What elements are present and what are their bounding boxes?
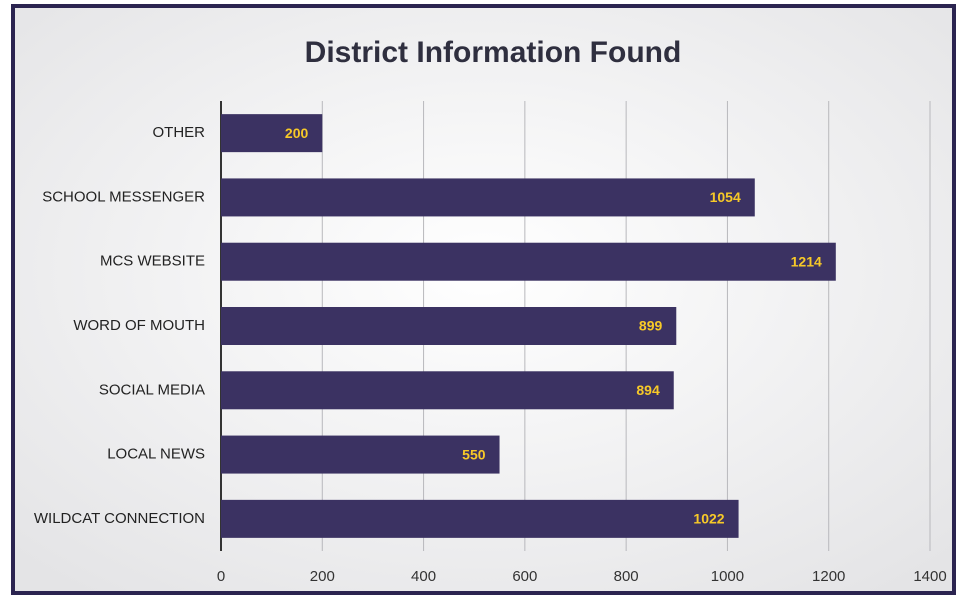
y-tick-label: SCHOOL MESSENGER — [42, 188, 205, 205]
y-tick-label: WILDCAT CONNECTION — [34, 510, 205, 527]
x-tick-label: 1200 — [812, 568, 845, 585]
bar — [221, 435, 500, 474]
x-tick-label: 200 — [310, 568, 335, 585]
data-label: 1054 — [710, 189, 741, 205]
y-tick-label: WORD OF MOUTH — [73, 317, 205, 334]
x-tick-label: 0 — [217, 568, 225, 585]
bar — [221, 178, 755, 217]
x-tick-label: 800 — [614, 568, 639, 585]
bar — [221, 499, 739, 538]
y-tick-label: OTHER — [153, 124, 206, 141]
x-tick-label: 400 — [411, 568, 436, 585]
y-tick-label: LOCAL NEWS — [107, 446, 205, 463]
bar — [221, 371, 674, 410]
data-label: 1022 — [693, 511, 724, 527]
data-label: 899 — [639, 318, 663, 334]
data-label: 894 — [636, 382, 660, 398]
x-tick-label: 600 — [512, 568, 537, 585]
x-tick-label: 1000 — [711, 568, 744, 585]
y-tick-label: SOCIAL MEDIA — [99, 381, 205, 398]
data-label: 550 — [462, 446, 486, 462]
x-tick-label: 1400 — [913, 568, 946, 585]
bar — [221, 114, 323, 153]
y-tick-label: MCS WEBSITE — [100, 253, 205, 270]
bar — [221, 242, 836, 281]
chart-title: District Information Found — [305, 36, 682, 69]
bar — [221, 307, 677, 345]
data-label: 200 — [285, 125, 309, 141]
frame — [11, 4, 956, 595]
data-label: 1214 — [791, 253, 822, 269]
